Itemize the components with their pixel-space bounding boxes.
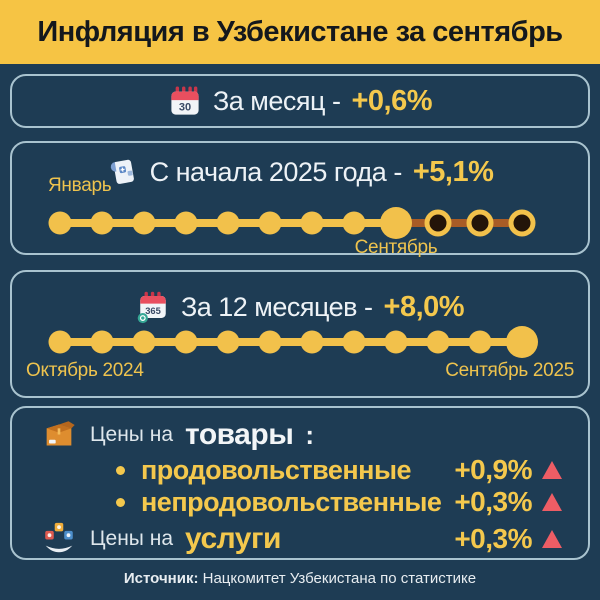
bullet-icon: [116, 465, 125, 475]
source-line: Источник: Нацкомитет Узбекистана по стат…: [0, 570, 600, 587]
year-timeline: [48, 324, 538, 360]
timeline-month-dot: [300, 211, 324, 235]
svg-text:365: 365: [145, 306, 161, 316]
timeline-month-dot: [132, 330, 156, 354]
month-label: За месяц -: [212, 85, 341, 116]
year-start-label: Октябрь 2024: [26, 360, 144, 381]
header-banner: Инфляция в Узбекистане за сентябрь: [0, 0, 600, 64]
year-heading: 365 За 12 месяцев - +8,0%: [12, 288, 588, 326]
goods-row: Цены на товары :: [12, 416, 588, 454]
goods-word: товары: [185, 418, 294, 451]
timeline-month-dot: [216, 330, 240, 354]
goods-item-nonfood: непродовольственные +0,3%: [12, 486, 588, 518]
timeline-month-dot: [380, 207, 412, 239]
timeline-month-dot: [342, 330, 366, 354]
bullet-icon: [116, 497, 125, 507]
package-icon: [40, 416, 78, 454]
month-value: +0,6%: [351, 84, 433, 117]
goods-colon: :: [305, 419, 314, 450]
nonfood-value: +0,3%: [454, 486, 532, 517]
calendar-30-icon: 30: [168, 84, 202, 118]
panel-categories: Цены на товары : продовольственные +0,9%…: [10, 406, 590, 560]
services-hand-icon: [40, 520, 78, 558]
services-title: Цены на услуги: [40, 520, 281, 558]
calendar-365-icon: 365: [136, 290, 170, 324]
goods-item-food: продовольственные +0,9%: [12, 454, 588, 486]
ytd-timeline: Сентябрь: [48, 205, 536, 258]
timeline-month-dot: [424, 209, 452, 237]
panel-12-months: 365 За 12 месяцев - +8,0% Октябрь 2024 С…: [10, 270, 590, 398]
timeline-month-dot: [216, 211, 240, 235]
timeline-month-dot: [426, 330, 450, 354]
timeline-month-dot: [258, 211, 282, 235]
services-row: Цены на услуги +0,3%: [12, 520, 588, 558]
timeline-month-dot: [48, 211, 72, 235]
nonfood-label: непродовольственные: [141, 486, 442, 517]
timeline-month-dot: [258, 330, 282, 354]
timeline-month-dot: [342, 211, 366, 235]
year-timeline-zone: [48, 324, 538, 360]
food-label: продовольственные: [141, 454, 412, 485]
ytd-start-month-label: Январь: [48, 175, 112, 196]
source-text: Нацкомитет Узбекистана по статистике: [202, 570, 477, 587]
ytd-value: +5,1%: [412, 155, 494, 188]
month-heading: 30 За месяц - +0,6%: [168, 84, 433, 118]
page-title: Инфляция в Узбекистане за сентябрь: [37, 15, 563, 48]
ytd-label: С начала 2025 года -: [149, 156, 403, 187]
up-triangle-icon: [542, 493, 562, 511]
up-triangle-icon: [542, 461, 562, 479]
food-value: +0,9%: [454, 454, 532, 485]
timeline-month-dot: [508, 209, 536, 237]
ytd-heading: С начала 2025 года - +5,1%: [12, 153, 588, 191]
timeline-month-dot: [90, 330, 114, 354]
ytd-timeline-zone: Сентябрь: [48, 205, 536, 258]
calculation-scroll-icon: [107, 156, 139, 188]
panel-month: 30 За месяц - +0,6%: [10, 74, 590, 128]
goods-prefix: Цены на: [90, 423, 174, 446]
year-end-label: Сентябрь 2025: [445, 360, 574, 381]
timeline-month-dot: [468, 330, 492, 354]
up-triangle-icon: [542, 530, 562, 548]
timeline-month-dot: [174, 211, 198, 235]
timeline-month-dot: [300, 330, 324, 354]
services-word: услуги: [185, 522, 281, 555]
timeline-month-dot: [132, 211, 156, 235]
services-prefix: Цены на: [90, 527, 174, 550]
year-value: +8,0%: [383, 290, 465, 323]
year-range-labels: Октябрь 2024 Сентябрь 2025: [12, 360, 588, 382]
ytd-current-month-label: Сентябрь: [354, 237, 438, 258]
year-label: За 12 месяцев -: [180, 291, 373, 322]
services-value: +0,3%: [454, 523, 532, 554]
timeline-elapsed-line: [60, 338, 522, 346]
timeline-month-dot: [384, 330, 408, 354]
goods-title: Цены на товары :: [40, 416, 314, 454]
timeline-month-dot: [506, 326, 538, 358]
timeline-month-dot: [466, 209, 494, 237]
source-label: Источник:: [123, 570, 199, 587]
timeline-month-dot: [90, 211, 114, 235]
svg-text:30: 30: [179, 101, 191, 113]
timeline-month-dot: [48, 330, 72, 354]
panel-ytd: С начала 2025 года - +5,1% Январь Сентяб…: [10, 141, 590, 258]
timeline-month-dot: [174, 330, 198, 354]
timeline-remaining-line: [396, 219, 522, 227]
